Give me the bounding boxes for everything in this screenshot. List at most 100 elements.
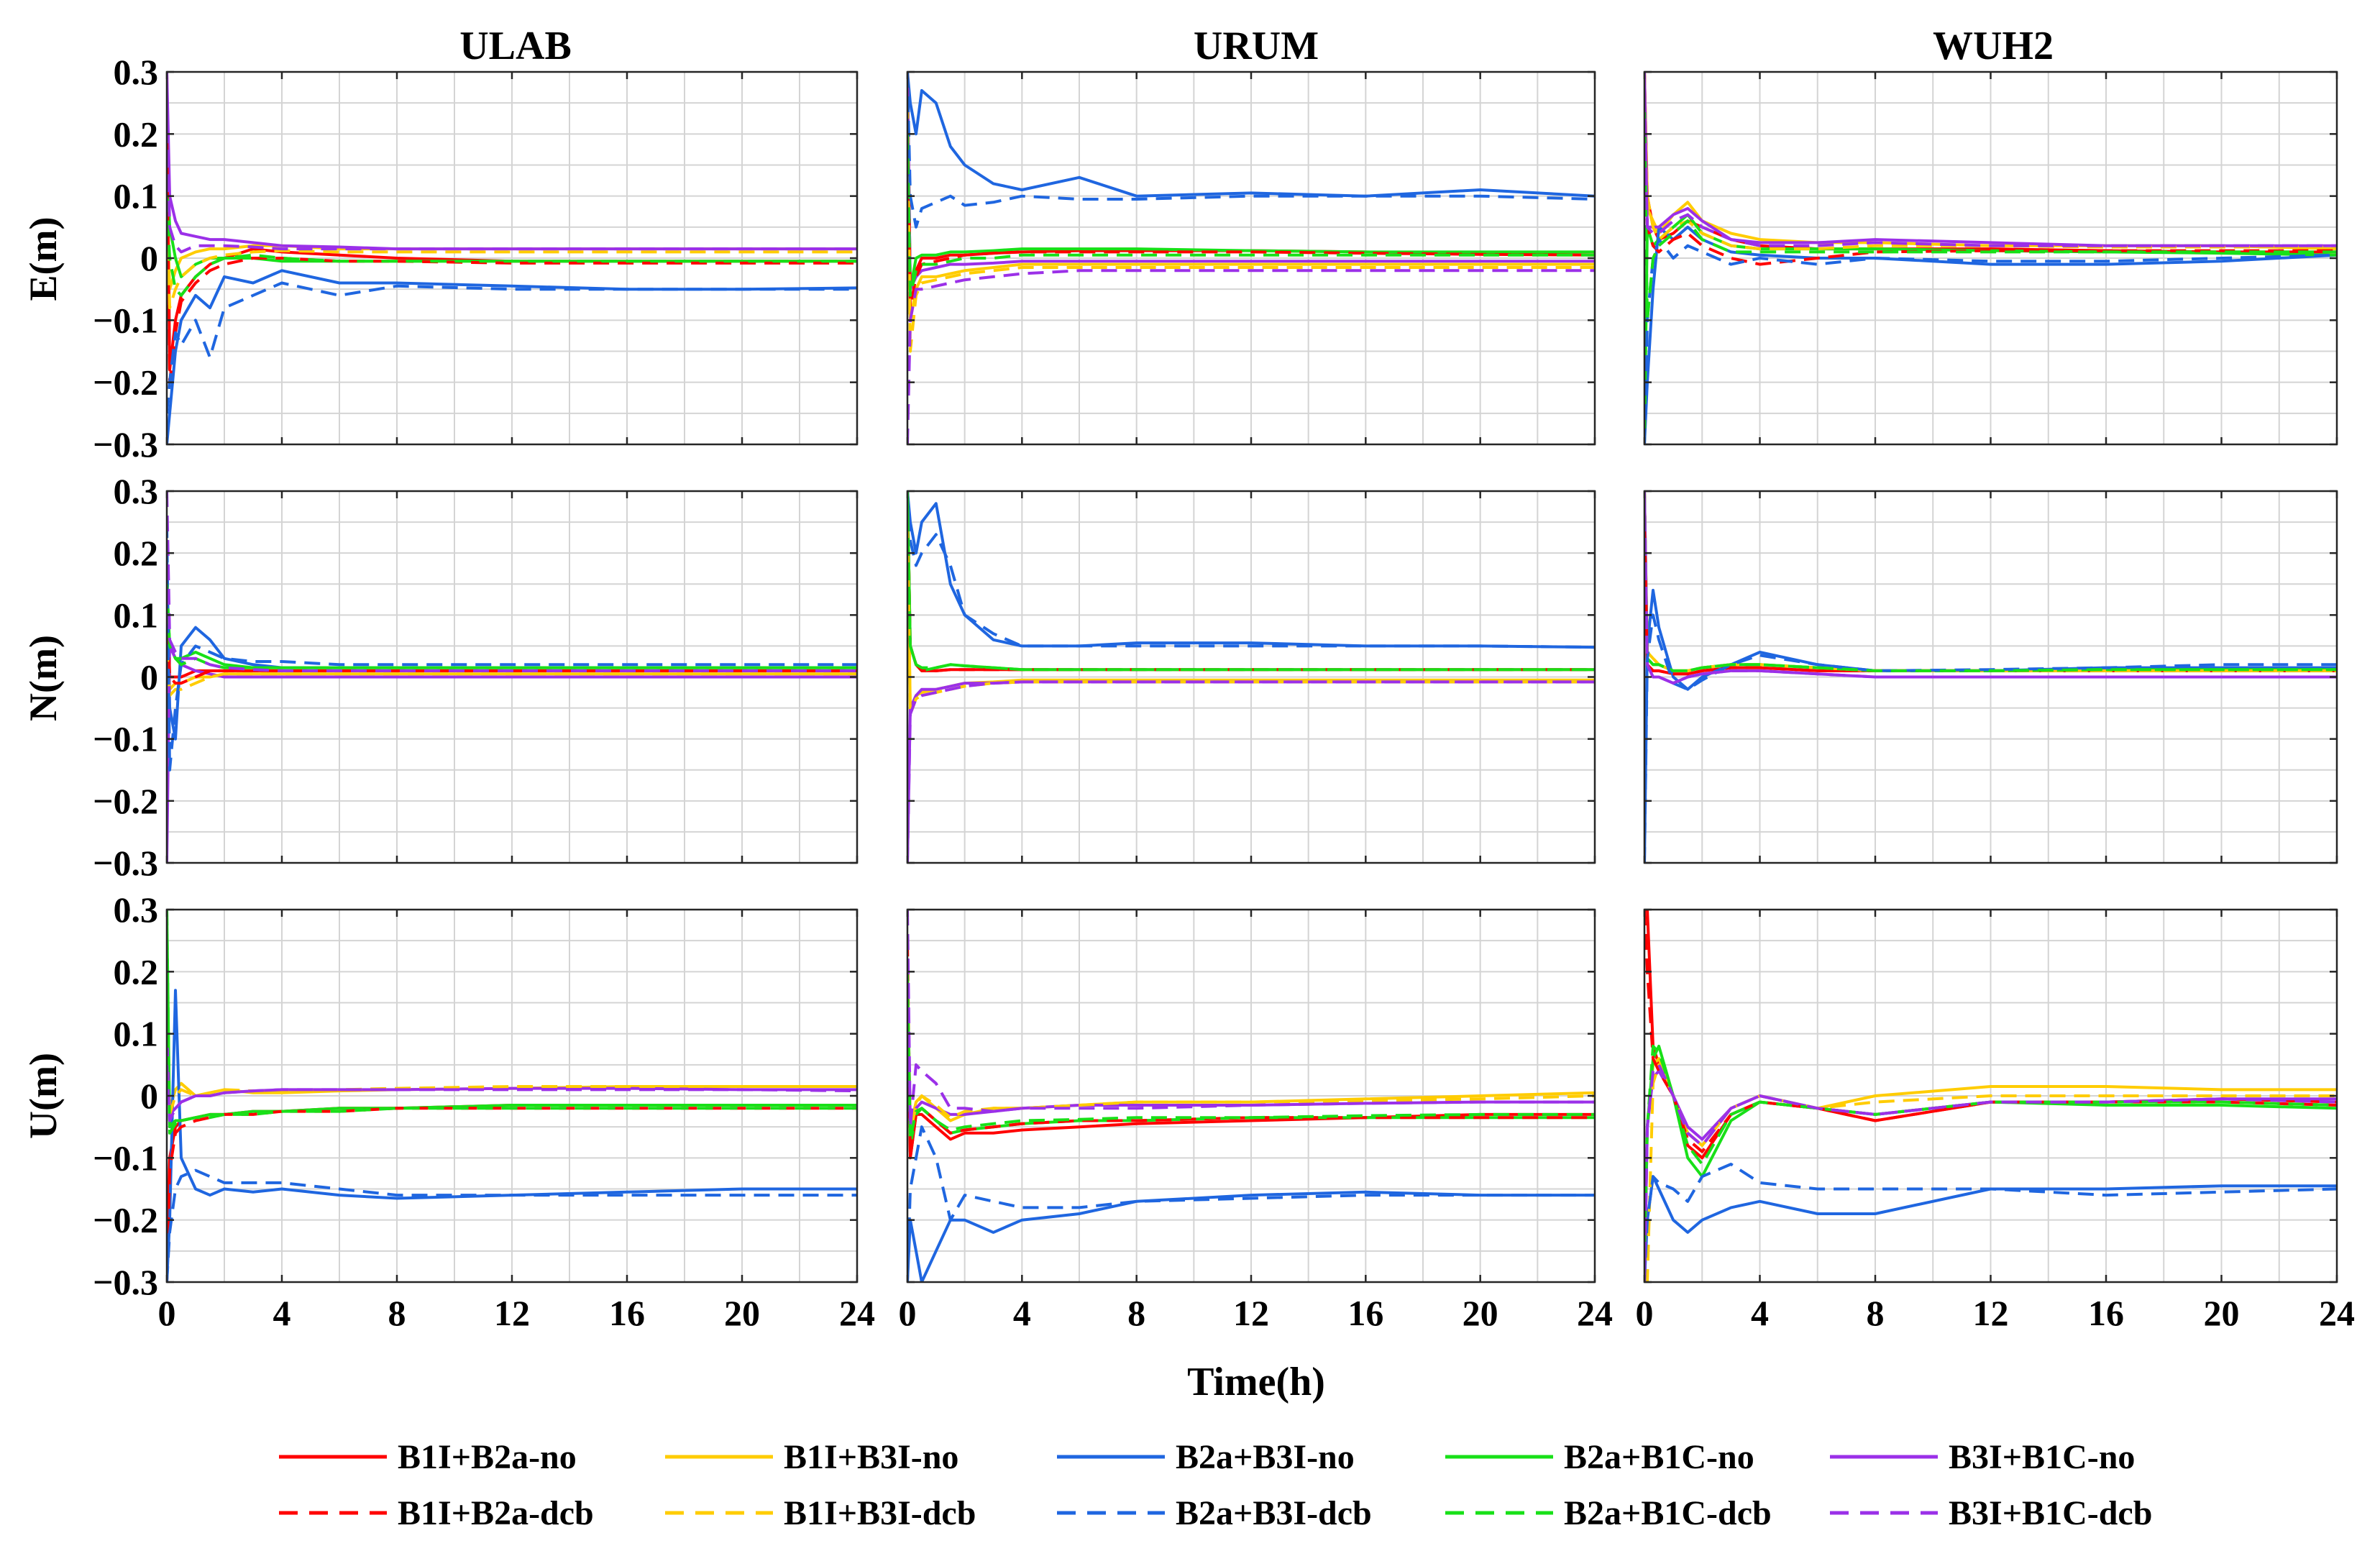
x-tick-label: 4 — [273, 1293, 291, 1333]
x-tick-label: 24 — [1577, 1293, 1613, 1333]
series-line-b1i-b3i-dcb — [167, 196, 857, 310]
series-line-b1i-b3i-no — [907, 134, 1595, 322]
y-tick-label: 0.1 — [114, 1014, 159, 1054]
panel-urum-u: 0 4 8 12 16 20 24 — [899, 908, 1613, 1333]
x-tick-label: 20 — [1463, 1293, 1498, 1333]
legend-item: B2a+B1C-dcb — [1445, 1494, 1772, 1532]
y-tick-label: 0.1 — [114, 176, 159, 216]
x-tick-label: 0 — [899, 1293, 917, 1333]
y-axis-label-u: U(m) — [22, 1053, 65, 1139]
series-line-b2a-b3i-dcb — [167, 522, 857, 772]
y-tick-label: 0 — [140, 238, 158, 278]
legend-label: B2a+B1C-no — [1564, 1438, 1754, 1476]
y-tick-label: 0 — [140, 1076, 158, 1116]
series-line-b2a-b3i-dcb — [167, 1168, 857, 1282]
legend-item: B1I+B2a-no — [279, 1438, 577, 1476]
y-tick-label: 0.2 — [114, 951, 159, 992]
y-tick-label: −0.1 — [93, 300, 158, 340]
series-lines — [167, 72, 857, 444]
series-line-b1i-b3i-dcb — [1644, 1063, 2337, 1282]
x-tick-label: 12 — [1233, 1293, 1269, 1333]
y-tick-label: 0.2 — [114, 114, 159, 154]
series-line-b1i-b2a-dcb — [907, 72, 1595, 310]
panel-wuh2-n — [1643, 490, 2338, 864]
legend-item: B1I+B2a-dcb — [279, 1494, 594, 1532]
series-lines — [907, 491, 1595, 863]
series-line-b2a-b1c-dcb — [907, 491, 1595, 672]
series-line-b2a-b3i-dcb — [907, 1125, 1595, 1282]
legend-label: B3I+B1C-no — [1949, 1438, 2135, 1476]
series-line-b2a-b3i-dcb — [907, 491, 1595, 649]
x-tick-label: 16 — [1347, 1293, 1383, 1333]
x-tick-label: 12 — [494, 1293, 530, 1333]
y-tick-label: −0.3 — [93, 1262, 158, 1302]
panel-ulab-e: 0.3 0.2 0.1 0 −0.1 −0.2 −0.3 — [93, 52, 859, 465]
series-line-b2a-b1c-dcb — [1644, 103, 2337, 322]
panel-urum-e — [906, 70, 1596, 446]
legend-label: B1I+B3I-no — [784, 1438, 958, 1476]
y-tick-label: 0.3 — [114, 471, 159, 511]
legend-item: B3I+B1C-dcb — [1830, 1494, 2152, 1532]
y-tick-label: −0.3 — [93, 424, 158, 465]
x-axis-label: Time(h) — [1187, 1360, 1325, 1404]
y-tick-label: −0.3 — [93, 843, 158, 883]
y-tick-label: 0.1 — [114, 595, 159, 635]
series-line-b2a-b3i-dcb — [907, 72, 1595, 229]
series-line-b3i-b1c-dcb — [167, 1064, 857, 1122]
station-title-urum: URUM — [1194, 24, 1319, 68]
legend-label: B1I+B2a-no — [398, 1438, 577, 1476]
series-line-b2a-b1c-dcb — [907, 134, 1595, 297]
series-line-b3i-b1c-dcb — [907, 680, 1595, 863]
series-lines — [1644, 910, 2337, 1282]
series-line-b2a-b3i-no — [907, 1190, 1595, 1282]
panels: 0.3 0.2 0.1 0 −0.1 −0.2 −0.3 0.3 0.2 0.1 0 −0.1 −0.2… — [93, 52, 2355, 1333]
series-line-b2a-b1c-dcb — [167, 196, 857, 297]
x-tick-label: 24 — [2319, 1293, 2355, 1333]
series-lines — [167, 491, 857, 863]
series-line-b2a-b1c-no — [167, 910, 857, 1129]
x-tick-label: 0 — [1636, 1293, 1654, 1333]
y-axis-label-n: N(m) — [22, 635, 65, 721]
series-lines — [1644, 72, 2337, 444]
x-tick-label: 16 — [609, 1293, 645, 1333]
x-tick-label: 16 — [2088, 1293, 2124, 1333]
legend-item: B1I+B3I-dcb — [665, 1494, 976, 1532]
y-axis-label-e: E(m) — [22, 217, 65, 301]
series-line-b2a-b1c-no — [1644, 1044, 2337, 1282]
y-tick-label: −0.2 — [93, 1200, 158, 1240]
series-line-b2a-b1c-dcb — [167, 584, 857, 669]
x-tick-label: 0 — [158, 1293, 176, 1333]
panel-ulab-n: 0.3 0.2 0.1 0 −0.1 −0.2 −0.3 — [93, 471, 859, 883]
series-line-b2a-b1c-dcb — [167, 910, 857, 1135]
y-tick-label: −0.1 — [93, 1138, 158, 1178]
legend-label: B2a+B3I-no — [1176, 1438, 1355, 1476]
series-line-b1i-b3i-dcb — [907, 103, 1595, 353]
legend-label: B2a+B1C-dcb — [1564, 1494, 1772, 1532]
series-line-b2a-b1c-dcb — [1644, 1044, 2337, 1251]
legend: B1I+B2a-no B1I+B3I-no B2a+B3I-no B2a+B1C-no… — [279, 1438, 2152, 1532]
series-line-b3i-b1c-dcb — [907, 910, 1595, 1129]
legend-label: B1I+B2a-dcb — [398, 1494, 594, 1532]
legend-item: B2a+B1C-no — [1445, 1438, 1754, 1476]
x-tick-label: 8 — [1867, 1293, 1885, 1333]
series-line-b2a-b3i-dcb — [1644, 1163, 2337, 1282]
y-tick-label: −0.1 — [93, 719, 158, 759]
series-line-b2a-b1c-dcb — [1644, 491, 2337, 672]
x-tick-label: 4 — [1751, 1293, 1769, 1333]
panel-ulab-u: 0.30.20.10−0.1−0.2−0.30 4 8 12 16 20 24 — [93, 889, 875, 1333]
series-lines — [1644, 491, 2337, 863]
y-tick-label: 0 — [140, 657, 158, 697]
legend-item: B2a+B3I-no — [1057, 1438, 1355, 1476]
legend-label: B1I+B3I-dcb — [784, 1494, 976, 1532]
legend-label: B2a+B3I-dcb — [1176, 1494, 1372, 1532]
y-tick-label: −0.2 — [93, 362, 158, 403]
series-line-b2a-b1c-dcb — [907, 971, 1595, 1141]
x-tick-label: 20 — [2204, 1293, 2240, 1333]
legend-item: B1I+B3I-no — [665, 1438, 958, 1476]
x-tick-label: 20 — [724, 1293, 760, 1333]
x-tick-label: 12 — [1973, 1293, 2009, 1333]
panel-wuh2-e — [1643, 70, 2338, 446]
station-title-ulab: ULAB — [459, 24, 572, 68]
legend-label: B3I+B1C-dcb — [1949, 1494, 2152, 1532]
station-title-wuh2: WUH2 — [1933, 24, 2054, 68]
